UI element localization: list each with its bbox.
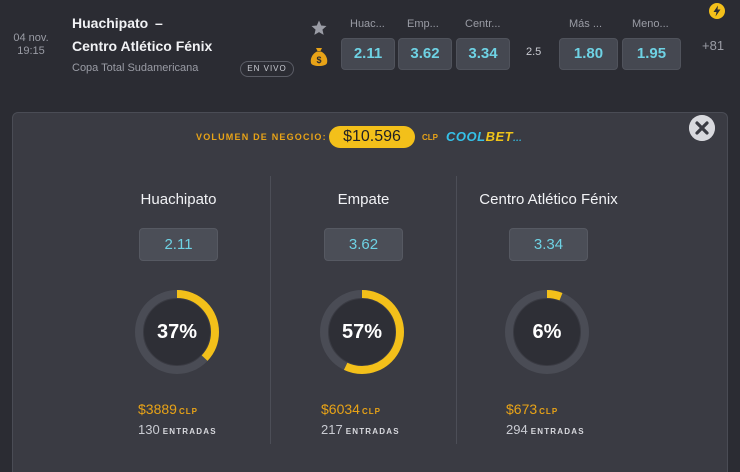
- outcome-name: Centro Atlético Fénix: [479, 191, 618, 208]
- column-header-draw: Emp...: [407, 18, 439, 30]
- team-separator: –: [155, 15, 163, 31]
- outcome-column-away: Centro Atlético Fénix 3.34 6% $673 CLP 29…: [456, 180, 641, 450]
- brand-logo: COOLBET...: [446, 129, 523, 144]
- outcome-odd-button[interactable]: 3.62: [324, 228, 403, 261]
- home-team-name[interactable]: Huachipato: [72, 15, 149, 31]
- volume-amount: $10.596: [329, 126, 415, 148]
- total-goals-line: 2.5: [526, 46, 542, 58]
- outcome-column-draw: Empate 3.62 57% $6034 CLP 217 ENTRADAS: [271, 180, 456, 450]
- outcome-odd-button[interactable]: 2.11: [139, 228, 218, 261]
- outcome-column-home: Huachipato 2.11 37% $3889 CLP 130 ENTRADAS: [86, 180, 271, 450]
- outcome-odd-button[interactable]: 3.34: [509, 228, 588, 261]
- outcome-entries: 294 ENTRADAS: [506, 422, 585, 437]
- live-badge: EN VIVO: [240, 61, 294, 77]
- svg-text:$: $: [316, 55, 321, 65]
- percentage-donut-chart: [320, 290, 404, 374]
- outcome-bet-amount: $673 CLP: [506, 401, 559, 417]
- column-header-under: Meno...: [632, 18, 669, 30]
- donut-center: [144, 299, 210, 365]
- star-icon[interactable]: [310, 19, 328, 37]
- more-markets-link[interactable]: +81: [702, 38, 725, 53]
- column-header-home: Huac...: [350, 18, 385, 30]
- volume-summary: VOLUMEN DE NEGOCIO: $10.596 CLP COOLBET.…: [0, 124, 740, 150]
- outcome-name: Huachipato: [140, 191, 217, 208]
- odd-button-over[interactable]: 1.80: [559, 38, 618, 70]
- donut-progress-arc: [320, 290, 404, 374]
- outcome-bet-amount: $6034 CLP: [321, 401, 381, 417]
- percentage-donut-chart: [505, 290, 589, 374]
- outcome-percentage: 6%: [532, 321, 562, 343]
- donut-progress-arc: [505, 290, 589, 374]
- outcome-entries: 217 ENTRADAS: [321, 422, 400, 437]
- match-date: 04 nov.: [13, 32, 49, 44]
- column-header-over: Más ...: [569, 18, 603, 30]
- donut-center: [329, 299, 395, 365]
- odd-button-under[interactable]: 1.95: [622, 38, 681, 70]
- outcome-bet-amount: $3889 CLP: [138, 401, 198, 417]
- column-header-away: Centr...: [465, 18, 501, 30]
- close-icon[interactable]: [689, 115, 715, 141]
- odd-button-draw[interactable]: 3.62: [398, 38, 452, 70]
- percentage-donut-chart: [135, 290, 219, 374]
- away-team-name[interactable]: Centro Atlético Fénix: [72, 38, 213, 54]
- column-divider: [456, 176, 457, 444]
- volume-currency: CLP: [422, 133, 438, 142]
- match-time: 19:15: [17, 45, 45, 57]
- donut-progress-arc: [135, 290, 219, 374]
- outcome-percentage: 57%: [341, 321, 383, 343]
- odd-button-away[interactable]: 3.34: [456, 38, 510, 70]
- donut-center: [514, 299, 580, 365]
- lightning-icon: [709, 3, 725, 19]
- match-row[interactable]: 04 nov. 19:15 Huachipato – Centro Atléti…: [0, 0, 740, 96]
- match-datetime: 04 nov. 19:15: [6, 32, 56, 58]
- odd-button-home[interactable]: 2.11: [341, 38, 395, 70]
- column-divider: [270, 176, 271, 444]
- outcome-entries: 130 ENTRADAS: [138, 422, 217, 437]
- outcome-percentage: 37%: [156, 321, 198, 343]
- outcome-name: Empate: [337, 191, 390, 208]
- league-name: Copa Total Sudamericana: [72, 62, 199, 74]
- volume-label: VOLUMEN DE NEGOCIO:: [196, 132, 327, 142]
- money-bag-icon[interactable]: $: [309, 46, 329, 68]
